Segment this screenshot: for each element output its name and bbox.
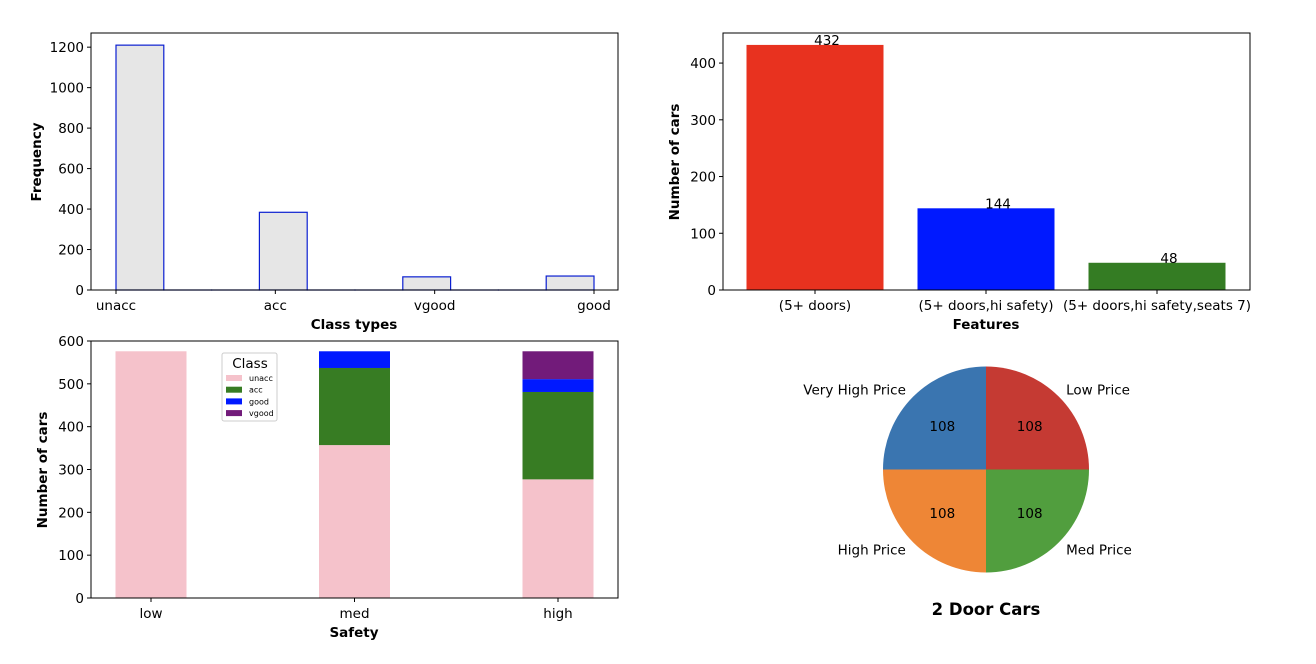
y-tick-label: 200 (58, 243, 84, 259)
legend-label: unacc (249, 374, 273, 383)
feature-bar (746, 44, 884, 290)
legend-swatch (226, 375, 242, 381)
y-tick-label: 400 (58, 420, 84, 436)
pie-category-label: High Price (838, 543, 906, 559)
bar-value-label: 432 (814, 33, 840, 49)
x-axis-label: Class types (311, 317, 398, 333)
legend-title: Class (232, 356, 268, 372)
x-tick-label: med (339, 606, 369, 622)
safety-stacked-chart: 0 100 200 300 400 500 600 low med high Safety Nu… (35, 334, 619, 641)
histogram-bar (545, 275, 595, 291)
x-axis: unacc acc vgood good (96, 290, 611, 314)
pie-value-label: 108 (929, 506, 955, 522)
y-axis-label: Frequency (29, 122, 45, 201)
histogram-bars (115, 44, 595, 291)
pie-category-label: Med Price (1066, 543, 1132, 559)
y-tick-label: 1000 (50, 81, 84, 97)
data-labels: 432 144 48 (814, 33, 1177, 267)
pie-value-label: 108 (1017, 419, 1043, 435)
stacked-bar-segment (319, 445, 390, 598)
stacked-bar-segment (522, 379, 594, 392)
x-tick-label: good (577, 298, 611, 314)
feature-bar (917, 208, 1055, 290)
x-axis: low med high (139, 598, 573, 622)
legend-swatch (226, 386, 242, 393)
y-axis: 0 100 200 300 400 (690, 56, 723, 299)
pie-slices (883, 366, 1089, 573)
y-tick-label: 200 (690, 170, 716, 186)
x-tick-label: low (139, 606, 162, 622)
y-tick-label: 1200 (50, 40, 84, 56)
y-tick-label: 600 (58, 162, 84, 178)
y-tick-label: 400 (690, 56, 716, 72)
pie-slice (986, 366, 1089, 470)
y-axis-label: Number of cars (667, 104, 683, 221)
y-tick-label: 0 (75, 283, 84, 299)
legend-items: unacc acc good vgood (226, 374, 274, 418)
stacked-bar-segment (115, 351, 187, 598)
stacked-bar-segment (522, 391, 594, 480)
legend-label: acc (249, 386, 263, 395)
plot-frame (90, 32, 619, 291)
y-axis: 0 100 200 300 400 500 600 (58, 334, 91, 607)
y-tick-label: 300 (690, 113, 716, 129)
legend-label: vgood (249, 409, 274, 418)
histogram-bar (258, 211, 308, 291)
y-tick-label: 400 (58, 202, 84, 218)
y-tick-label: 0 (75, 591, 84, 607)
y-tick-label: 500 (58, 377, 84, 393)
stacked-bars (115, 351, 594, 598)
x-axis-label: Features (953, 317, 1020, 333)
legend: Class unacc acc good vgood (221, 352, 278, 422)
y-tick-label: 600 (58, 334, 84, 350)
y-axis: 0 200 400 600 800 1000 1200 (50, 40, 91, 299)
stacked-bar-segment (319, 351, 390, 368)
legend-label: good (249, 397, 269, 406)
pie-slice (883, 366, 986, 470)
pie-labels: 108 Very High Price 108 High Price 108 Med Pr… (803, 382, 1132, 558)
x-tick-label: vgood (414, 298, 456, 314)
bar-value-label: 144 (985, 196, 1011, 212)
feature-bars (746, 44, 1226, 290)
histogram-bar (402, 276, 452, 291)
x-tick-label: (5+ doors,hi safety,seats 7) (1063, 298, 1251, 314)
pie-category-label: Very High Price (803, 382, 906, 398)
y-tick-label: 100 (690, 226, 716, 242)
stacked-bar-segment (522, 351, 594, 380)
x-axis: (5+ doors) (5+ doors,hi safety) (5+ doors,… (779, 290, 1251, 314)
bar-value-label: 48 (1160, 251, 1177, 267)
pie-slice (883, 469, 986, 573)
x-tick-label: (5+ doors) (779, 298, 851, 314)
price-pie-chart: 108 Very High Price 108 High Price 108 Med Pr… (803, 366, 1132, 619)
x-axis-label: Safety (329, 625, 378, 641)
y-axis-label: Number of cars (35, 412, 51, 529)
pie-category-label: Low Price (1066, 382, 1130, 398)
pie-value-label: 108 (929, 419, 955, 435)
pie-slice (986, 469, 1089, 573)
legend-swatch (226, 398, 242, 405)
stacked-bar-segment (522, 479, 594, 598)
histogram-bar (115, 44, 165, 291)
legend-swatch (226, 410, 242, 417)
features-bar-chart: 0 100 200 300 400 (5+ doors) (5+ doors,hi saf… (667, 32, 1251, 333)
y-tick-label: 0 (707, 283, 716, 299)
y-tick-label: 100 (58, 548, 84, 564)
pie-value-label: 108 (1017, 506, 1043, 522)
pie-title: 2 Door Cars (932, 600, 1041, 619)
feature-bar (1088, 262, 1226, 290)
y-tick-label: 200 (58, 505, 84, 521)
y-tick-label: 800 (58, 121, 84, 137)
stacked-bar-segment (319, 367, 390, 446)
x-tick-label: high (543, 606, 572, 622)
x-tick-label: acc (264, 298, 287, 314)
y-tick-label: 300 (58, 463, 84, 479)
x-tick-label: unacc (96, 298, 136, 314)
x-tick-label: (5+ doors,hi safety) (919, 298, 1054, 314)
